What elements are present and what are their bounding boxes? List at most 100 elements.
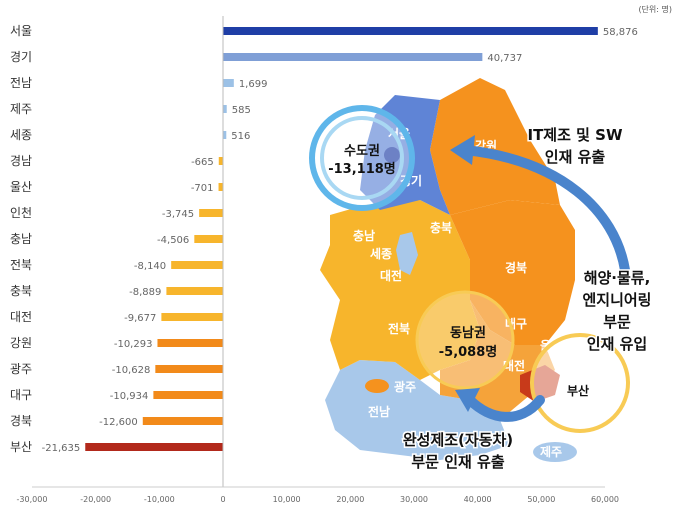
caption-right-1: 해양·물류,: [584, 269, 651, 287]
category-label-14: 대구: [10, 388, 32, 402]
map-label-jeonbuk: 전북: [388, 321, 410, 336]
category-label-10: 충북: [10, 284, 32, 298]
map-label-sejong: 세종: [370, 246, 392, 261]
map-label-gyeongbuk: 경북: [505, 261, 527, 275]
bar-8: [194, 235, 223, 243]
value-label-14: -10,934: [110, 391, 149, 402]
map-label-gwangju: 광주: [394, 379, 416, 394]
southeast-value: -5,088명: [439, 344, 497, 360]
category-label-8: 충남: [10, 232, 32, 246]
x-tick-label-6: 30,000: [400, 495, 428, 504]
bar-2: [223, 79, 234, 87]
value-label-12: -10,293: [114, 339, 153, 350]
value-label-15: -12,600: [99, 417, 138, 428]
value-label-0: 58,876: [603, 27, 638, 38]
value-label-6: -701: [191, 183, 214, 194]
value-label-2: 1,699: [239, 79, 268, 90]
caption-right-4: 인재 유입: [587, 335, 647, 353]
value-label-7: -3,745: [162, 209, 194, 220]
bar-12: [157, 339, 223, 347]
category-label-12: 강원: [10, 336, 32, 350]
category-label-15: 경북: [10, 414, 32, 428]
map-label-chungbuk: 충북: [430, 220, 452, 235]
bar-10: [166, 287, 223, 295]
bar-7: [199, 209, 223, 217]
southeast-title: 동남권: [450, 325, 486, 341]
category-label-2: 전남: [10, 76, 32, 90]
arrow-top-head: [450, 135, 475, 165]
busan-circle: [530, 333, 630, 433]
southeast-circle: [415, 290, 515, 390]
value-label-8: -4,506: [157, 235, 189, 246]
category-label-11: 대전: [10, 310, 32, 324]
caption-bottom-2: 부문 인재 유출: [411, 453, 504, 471]
arrow-bottom: [465, 395, 545, 422]
value-label-3: 585: [232, 105, 251, 116]
value-label-9: -8,140: [134, 261, 166, 272]
bar-16: [85, 443, 223, 451]
bar-6: [218, 183, 223, 191]
bar-chart: 서울 58,876 경기 40,737 전남 1,699 제주 585 세종 516 경남 -665 울…: [10, 24, 638, 454]
bar-13: [155, 365, 223, 373]
category-label-7: 인천: [10, 205, 32, 220]
map-label-chungnam: 충남: [353, 228, 375, 243]
x-tick-label-8: 50,000: [527, 495, 555, 504]
category-label-16: 부산: [10, 440, 32, 454]
unit-label: (단위: 명): [638, 5, 672, 14]
category-label-0: 서울: [10, 24, 32, 38]
bar-11: [161, 313, 223, 321]
caption-bottom-1: 완성제조(자동차): [403, 431, 513, 449]
category-label-1: 경기: [10, 50, 32, 64]
category-label-5: 경남: [10, 154, 32, 168]
map-region-jeju: [533, 442, 577, 462]
map-region-seoul: [384, 147, 400, 163]
bar-15: [142, 417, 223, 425]
map-region-sejong: [396, 232, 418, 275]
bar-0: [223, 27, 598, 35]
map-region-central: [320, 200, 480, 380]
capital-circle: [309, 105, 415, 211]
arrow-bottom-head: [455, 388, 480, 412]
map-region-gangwon: [430, 78, 560, 215]
category-label-6: 울산: [10, 180, 32, 194]
value-label-10: -8,889: [129, 287, 161, 298]
category-label-4: 세종: [10, 128, 32, 142]
x-tick-label-1: -20,000: [80, 495, 111, 504]
capital-title: 수도권: [344, 144, 380, 159]
caption-right-2: 엔지니어링: [582, 291, 651, 309]
category-label-13: 광주: [10, 362, 32, 376]
korea-map: 서울 경기 강원 충남 세종 대전 충북 경북 전북 대구 울산 대전 광주 전…: [309, 78, 653, 473]
x-tick-label-3: 0: [220, 495, 225, 504]
value-label-4: 516: [231, 131, 250, 142]
caption-top-2: 인재 유출: [545, 148, 606, 166]
x-tick-label-5: 20,000: [336, 495, 364, 504]
map-label-jeju: 제주: [540, 445, 562, 459]
value-label-16: -21,635: [42, 443, 81, 454]
bar-1: [223, 53, 483, 61]
value-label-1: 40,737: [487, 53, 522, 64]
bar-5: [218, 157, 223, 165]
bar-9: [171, 261, 223, 269]
map-region-gwangju: [365, 379, 389, 393]
value-label-5: -665: [191, 157, 214, 168]
x-tick-label-2: -10,000: [144, 495, 175, 504]
arrow-top: [460, 145, 630, 275]
x-tick-label-9: 60,000: [591, 495, 619, 504]
value-label-11: -9,677: [124, 313, 156, 324]
x-tick-label-0: -30,000: [17, 495, 48, 504]
category-label-9: 전북: [10, 258, 32, 272]
capital-value: -13,118명: [328, 161, 396, 177]
x-tick-label-4: 10,000: [273, 495, 301, 504]
x-axis: -30,000 -20,000 -10,000 0 10,000 20,000 30,000…: [17, 16, 619, 504]
caption-top-1: IT제조 및 SW: [527, 126, 622, 144]
bar-3: [223, 105, 227, 113]
bar-4: [223, 131, 227, 139]
map-label-daejeon: 대전: [380, 268, 402, 283]
map-label-jeonnam: 전남: [368, 404, 390, 419]
x-tick-label-7: 40,000: [464, 495, 492, 504]
map-region-gyeongbuk: [450, 200, 575, 345]
caption-right-3: 부문: [603, 313, 631, 331]
category-label-3: 제주: [10, 102, 32, 116]
value-label-13: -10,628: [112, 365, 151, 376]
